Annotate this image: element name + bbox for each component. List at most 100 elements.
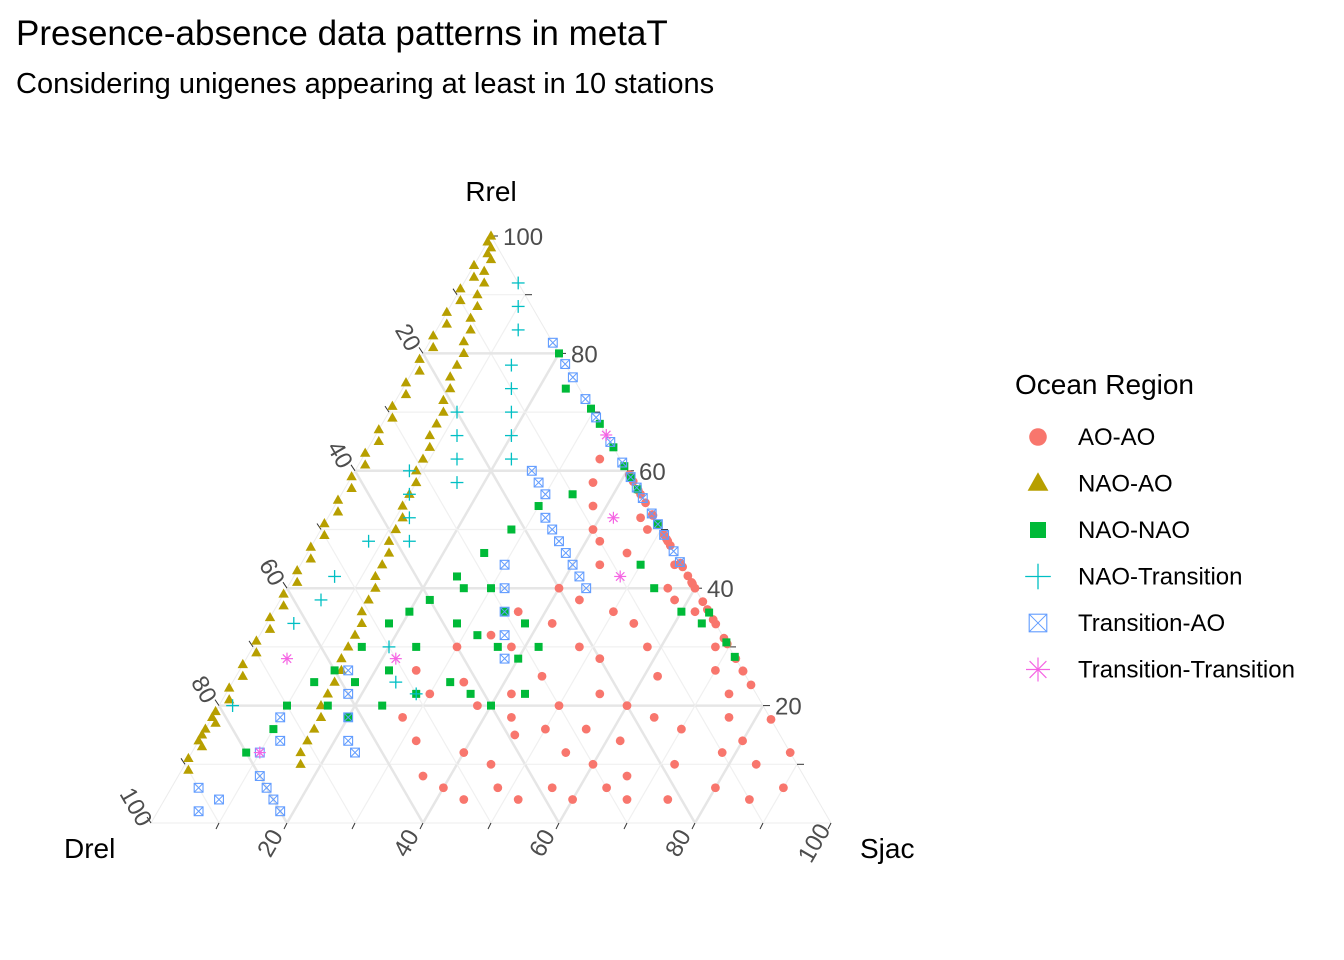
chart-title: Presence-absence data patterns in metaT	[16, 14, 668, 53]
data-point-ao-ao	[507, 712, 516, 722]
data-point-nao-ao	[383, 547, 395, 557]
data-point-nao-ao	[451, 359, 463, 369]
tick-mark-bottom	[691, 822, 696, 830]
grid-line-drel	[320, 529, 492, 824]
data-point-ao-ao	[418, 771, 428, 781]
legend-label: AO-AO	[1078, 424, 1155, 451]
data-point-transition-ao	[499, 606, 510, 617]
tick-label-left: 100	[114, 783, 157, 831]
data-point-ao-ao	[698, 597, 708, 607]
data-point-transition-ao	[343, 688, 354, 699]
data-point-ao-ao	[711, 619, 721, 629]
grid-line-drel	[285, 587, 425, 824]
data-point-ao-ao	[411, 736, 421, 746]
tick-label-bottom: 80	[660, 825, 697, 862]
data-point-ao-ao	[602, 783, 611, 793]
data-point-nao-ao	[383, 535, 395, 545]
data-point-nao-ao	[237, 670, 248, 680]
data-point-nao-nao	[677, 607, 686, 616]
data-point-ao-ao	[459, 795, 469, 804]
data-point-transition-ao	[193, 782, 204, 793]
grid-line-drel	[184, 763, 220, 824]
legend-item-ao-ao: AO-AO	[1029, 424, 1155, 451]
data-point-nao-ao	[319, 529, 330, 539]
axis-label-right: Sjac	[860, 833, 914, 864]
axis-label-left: Drel	[64, 833, 115, 864]
data-point-nao-nao	[378, 701, 387, 710]
data-point-transition-ao	[547, 524, 558, 535]
data-point-ao-ao	[766, 715, 776, 724]
data-point-nao-transition	[511, 276, 525, 290]
grid-line-drel	[252, 646, 356, 824]
data-point-ao-ao	[486, 759, 496, 769]
tick-mark-left	[146, 816, 152, 824]
data-point-ao-ao	[473, 701, 482, 710]
data-point-transition-ao	[343, 665, 354, 676]
legend-key-transition-ao	[1028, 613, 1048, 633]
data-point-ao-ao	[595, 536, 605, 546]
data-point-nao-ao	[465, 324, 476, 334]
data-point-nao-ao	[332, 506, 344, 516]
tick-mark-left	[248, 640, 254, 648]
data-point-nao-nao	[310, 678, 319, 687]
data-point-nao-ao	[224, 694, 235, 704]
legend-item-nao-transition: NAO-Transition	[1025, 564, 1242, 591]
data-point-nao-ao	[411, 465, 422, 475]
data-point-nao-ao	[264, 623, 276, 633]
data-point-transition-ao	[574, 571, 585, 582]
data-point-ao-ao	[411, 665, 421, 675]
data-point-nao-ao	[397, 500, 408, 510]
data-point-transition-ao	[625, 472, 636, 483]
data-point-nao-nao	[480, 548, 489, 557]
data-point-nao-ao	[455, 283, 466, 293]
data-points	[183, 230, 795, 817]
data-point-nao-transition	[226, 699, 239, 712]
data-point-nao-ao	[458, 336, 469, 346]
data-point-nao-nao	[459, 584, 468, 593]
tick-label-bottom: 20	[252, 825, 289, 862]
data-point-ao-ao	[575, 642, 584, 652]
data-point-nao-ao	[373, 435, 384, 446]
data-point-ao-ao	[493, 783, 503, 793]
data-point-ao-ao	[439, 783, 448, 793]
tick-label-left: 20	[389, 319, 426, 356]
data-point-ao-ao	[581, 724, 591, 734]
data-point-transition-ao	[275, 712, 286, 723]
data-point-transition-ao	[560, 548, 571, 558]
legend-key-nao-ao	[1027, 472, 1049, 491]
data-point-nao-ao	[479, 277, 490, 287]
data-point-nao-ao	[411, 476, 422, 487]
tick-mark-left	[282, 581, 288, 589]
legend-item-transition-transition: Transition-Transition	[1026, 657, 1295, 684]
data-point-nao-ao	[455, 294, 466, 305]
data-point-ao-ao	[547, 619, 557, 628]
data-point-transition-transition	[607, 511, 620, 524]
data-point-ao-ao	[547, 783, 557, 793]
data-point-nao-ao	[251, 647, 262, 657]
legend-item-nao-ao: NAO-AO	[1027, 471, 1173, 498]
data-point-ao-ao	[622, 771, 632, 781]
tick-mark-bottom	[283, 822, 288, 830]
data-point-nao-ao	[468, 271, 480, 281]
data-point-nao-nao	[412, 642, 421, 651]
data-point-ao-ao	[609, 607, 618, 617]
grid-line-drel	[456, 294, 764, 824]
tick-mark-bottom	[827, 822, 832, 830]
data-point-ao-ao	[751, 759, 761, 769]
data-point-ao-ao	[507, 689, 516, 699]
data-point-transition-ao	[343, 712, 354, 723]
data-point-nao-nao	[697, 619, 706, 628]
data-point-nao-ao	[200, 723, 211, 733]
data-point-nao-transition	[403, 534, 416, 548]
data-point-transition-ao	[526, 465, 537, 476]
data-point-nao-nao	[351, 678, 359, 687]
data-point-transition-ao	[261, 782, 272, 793]
data-point-nao-ao	[251, 635, 262, 645]
data-point-ao-ao	[724, 689, 734, 699]
data-point-nao-ao	[400, 388, 412, 399]
tick-label-right: 20	[775, 694, 802, 721]
tick-label-right: 60	[639, 459, 666, 486]
tick-mark-left	[384, 405, 390, 413]
data-point-nao-transition	[382, 640, 396, 654]
